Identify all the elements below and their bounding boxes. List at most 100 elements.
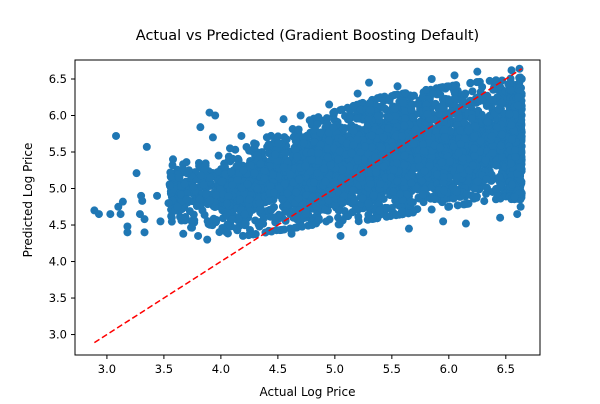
scatter-point: [184, 166, 193, 175]
scatter-point: [400, 121, 409, 130]
scatter-point: [516, 202, 525, 211]
scatter-point: [306, 167, 315, 176]
scatter-point: [275, 226, 284, 235]
scatter-point: [214, 151, 223, 160]
scatter-point: [517, 146, 526, 155]
scatter-point: [449, 194, 458, 203]
scatter-point: [323, 153, 332, 162]
scatter-point: [392, 159, 401, 168]
scatter-point: [188, 223, 197, 232]
scatter-point: [464, 126, 473, 135]
scatter-point: [301, 209, 310, 218]
scatter-point: [395, 190, 404, 199]
scatter-point: [450, 71, 459, 80]
scatter-point: [437, 158, 446, 167]
x-tick-label: 3.5: [155, 362, 173, 376]
scatter-point: [365, 78, 374, 87]
scatter-point: [349, 101, 358, 110]
scatter-point: [314, 113, 323, 122]
scatter-point: [156, 217, 165, 226]
scatter-point: [228, 215, 237, 224]
scatter-point: [123, 228, 132, 237]
scatter-point: [244, 231, 253, 240]
scatter-point: [400, 107, 409, 116]
scatter-point: [449, 142, 458, 151]
scatter-point: [462, 190, 471, 199]
scatter-point: [337, 182, 346, 191]
scatter-point: [316, 128, 325, 137]
scatter-point: [240, 210, 249, 219]
scatter-point: [449, 183, 458, 192]
scatter-point: [399, 177, 408, 186]
scatter-point: [495, 172, 504, 181]
scatter-point: [406, 197, 415, 206]
scatter-point: [336, 231, 345, 240]
scatter-point: [513, 101, 522, 110]
scatter-point: [195, 195, 204, 204]
scatter-point: [123, 222, 132, 231]
scatter-point: [321, 205, 330, 214]
scatter-point: [515, 64, 524, 73]
scatter-point: [471, 122, 480, 131]
scatter-point: [256, 118, 265, 127]
scatter-point: [291, 223, 300, 232]
scatter-point: [197, 171, 206, 180]
scatter-point: [414, 155, 422, 164]
scatter-point: [350, 196, 359, 205]
scatter-point: [496, 213, 505, 222]
scatter-point: [324, 136, 333, 145]
scatter-point: [182, 158, 191, 167]
scatter-point: [398, 132, 407, 141]
scatter-point: [468, 87, 477, 96]
scatter-point: [418, 140, 427, 149]
scatter-point: [446, 157, 455, 166]
scatter-point: [200, 210, 209, 219]
scatter-point: [179, 229, 188, 238]
scatter-point: [227, 168, 236, 177]
scatter-point: [241, 219, 250, 228]
scatter-point: [140, 215, 149, 224]
scatter-point: [439, 117, 448, 126]
scatter-point: [517, 74, 526, 83]
scatter-point: [451, 95, 460, 104]
scatter-point: [460, 134, 469, 143]
scatter-point: [438, 103, 447, 112]
scatter-point: [319, 164, 328, 173]
scatter-point: [255, 198, 264, 207]
scatter-point: [461, 89, 470, 98]
scatter-point: [132, 169, 141, 178]
scatter-point: [389, 165, 398, 174]
scatter-point: [212, 216, 221, 225]
scatter-point: [342, 139, 351, 148]
scatter-point: [384, 124, 393, 133]
scatter-point: [228, 181, 237, 190]
scatter-point: [409, 113, 418, 122]
scatter-point: [439, 217, 448, 226]
scatter-point: [397, 207, 406, 216]
scatter-point: [387, 173, 396, 182]
y-tick-label: 4.5: [49, 218, 67, 232]
scatter-point: [189, 183, 198, 192]
scatter-point: [260, 167, 269, 176]
scatter-point: [392, 211, 401, 220]
scatter-point: [278, 195, 287, 204]
scatter-point: [485, 95, 494, 104]
scatter-point: [337, 174, 346, 183]
scatter-point: [458, 97, 467, 106]
scatter-point: [269, 170, 278, 179]
scatter-point: [430, 195, 439, 204]
scatter-point: [385, 113, 394, 122]
scatter-point: [359, 228, 368, 237]
scatter-point: [445, 96, 454, 105]
scatter-point: [497, 130, 506, 139]
scatter-point: [367, 131, 376, 140]
scatter-point: [401, 114, 410, 123]
scatter-point: [481, 156, 490, 165]
scatter-point: [404, 209, 413, 218]
scatter-point: [354, 212, 363, 221]
scatter-point: [506, 86, 515, 95]
scatter-point: [114, 202, 123, 211]
scatter-point: [245, 195, 254, 204]
scatter-point: [510, 193, 519, 202]
